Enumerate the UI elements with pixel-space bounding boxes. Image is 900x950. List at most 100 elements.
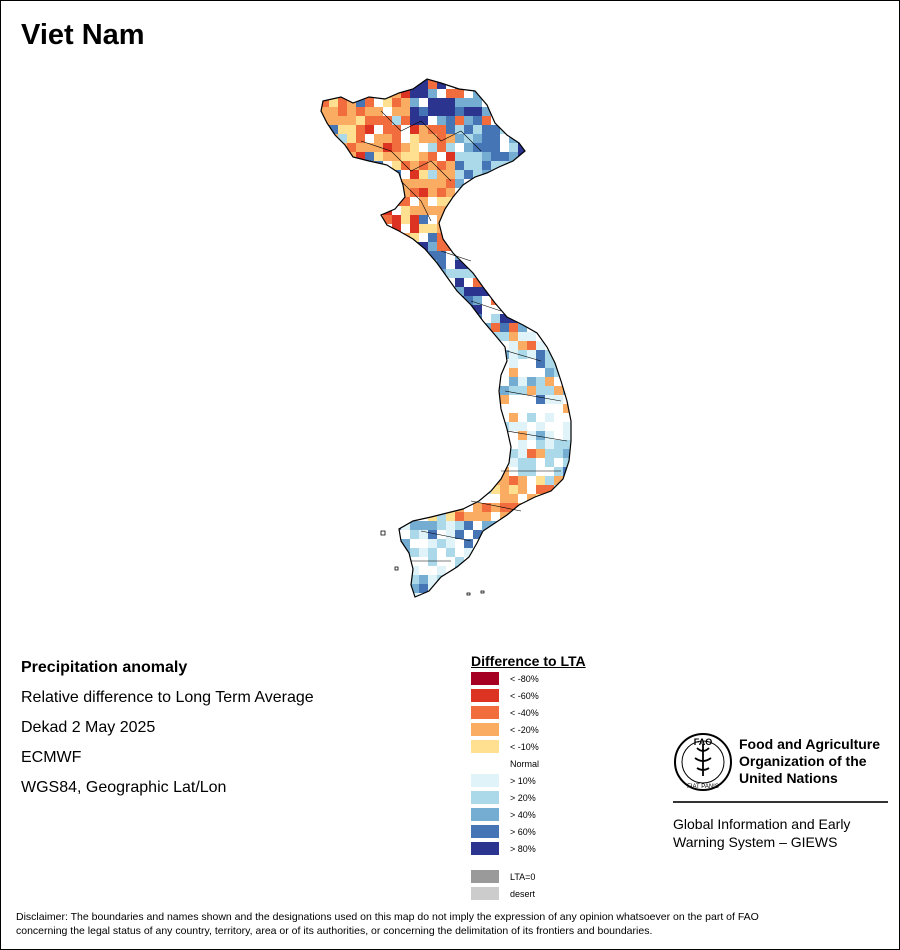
anomaly-cell (563, 512, 571, 521)
anomaly-cell (321, 305, 329, 314)
anomaly-cell (401, 368, 410, 377)
anomaly-cell (311, 593, 320, 602)
legend-swatch (471, 706, 499, 719)
anomaly-cell (518, 494, 527, 503)
anomaly-cell (311, 206, 320, 215)
anomaly-cell (383, 314, 392, 323)
anomaly-cell (311, 494, 320, 503)
anomaly-cell (401, 269, 410, 278)
anomaly-cell (329, 530, 338, 539)
anomaly-cell (365, 242, 374, 251)
anomaly-cell (356, 476, 365, 485)
anomaly-cell (455, 143, 464, 152)
anomaly-cell (563, 125, 571, 134)
anomaly-cell (527, 422, 536, 431)
anomaly-cell (536, 575, 545, 584)
anomaly-cell (527, 224, 536, 233)
legend-swatch (471, 689, 499, 702)
anomaly-cell (482, 458, 491, 467)
anomaly-cell (338, 503, 347, 512)
anomaly-cell (428, 395, 437, 404)
anomaly-cell (374, 584, 383, 593)
anomaly-cell (482, 79, 491, 80)
anomaly-cell (338, 557, 347, 566)
anomaly-cell (455, 377, 464, 386)
anomaly-cell (563, 305, 571, 314)
anomaly-cell (527, 107, 536, 116)
anomaly-cell (464, 251, 473, 260)
anomaly-cell (491, 584, 500, 593)
anomaly-cell (321, 449, 329, 458)
anomaly-cell (321, 296, 329, 305)
anomaly-cell (482, 413, 491, 422)
anomaly-cell (500, 206, 509, 215)
anomaly-cell (356, 251, 365, 260)
anomaly-cell (347, 359, 356, 368)
anomaly-cell (473, 575, 482, 584)
anomaly-cell (527, 215, 536, 224)
anomaly-cell (392, 278, 401, 287)
anomaly-cell (410, 89, 419, 98)
anomaly-cell (527, 79, 536, 80)
legend-item: < -20% (471, 723, 539, 736)
anomaly-cell (455, 170, 464, 179)
anomaly-cell (482, 386, 491, 395)
anomaly-cell (321, 566, 329, 575)
anomaly-cell (509, 539, 518, 548)
anomaly-cell (392, 296, 401, 305)
anomaly-cell (482, 269, 491, 278)
anomaly-cell (455, 278, 464, 287)
anomaly-cell (491, 188, 500, 197)
anomaly-cell (554, 530, 563, 539)
anomaly-cell (419, 251, 428, 260)
anomaly-cell (473, 449, 482, 458)
anomaly-cell (572, 296, 581, 305)
anomaly-cell (545, 79, 554, 80)
anomaly-cell (482, 179, 491, 188)
anomaly-cell (518, 89, 527, 98)
anomaly-cell (545, 566, 554, 575)
anomaly-cell (419, 80, 428, 89)
anomaly-cell (482, 242, 491, 251)
anomaly-cell (464, 350, 473, 359)
anomaly-cell (464, 431, 473, 440)
anomaly-cell (527, 269, 536, 278)
anomaly-cell (545, 368, 554, 377)
anomaly-cell (518, 359, 527, 368)
anomaly-cell (437, 512, 446, 521)
anomaly-cell (491, 251, 500, 260)
anomaly-cell (401, 404, 410, 413)
anomaly-cell (545, 179, 554, 188)
anomaly-cell (329, 278, 338, 287)
anomaly-cell (338, 161, 347, 170)
anomaly-cell (321, 134, 329, 143)
anomaly-cell (392, 386, 401, 395)
anomaly-cell (491, 548, 500, 557)
anomaly-cell (473, 251, 482, 260)
anomaly-cell (329, 179, 338, 188)
anomaly-cell (527, 512, 536, 521)
anomaly-cell (392, 350, 401, 359)
anomaly-cell (419, 89, 428, 98)
anomaly-cell (518, 107, 527, 116)
anomaly-cell (321, 179, 329, 188)
anomaly-cell (482, 593, 491, 597)
anomaly-cell (446, 359, 455, 368)
anomaly-cell (365, 332, 374, 341)
anomaly-cell (536, 287, 545, 296)
anomaly-cell (428, 539, 437, 548)
anomaly-cell (410, 557, 419, 566)
anomaly-cell (572, 71, 581, 80)
legend: Difference to LTA < -80% < -60% < -40% <… (471, 653, 586, 900)
anomaly-cell (401, 179, 410, 188)
anomaly-cell (545, 539, 554, 548)
anomaly-cell (374, 368, 383, 377)
anomaly-cell (554, 521, 563, 530)
anomaly-cell (374, 440, 383, 449)
anomaly-cell (356, 260, 365, 269)
anomaly-cell (509, 79, 518, 80)
anomaly-cell (545, 575, 554, 584)
anomaly-cell (464, 89, 473, 98)
anomaly-cell (347, 485, 356, 494)
anomaly-cell (545, 242, 554, 251)
